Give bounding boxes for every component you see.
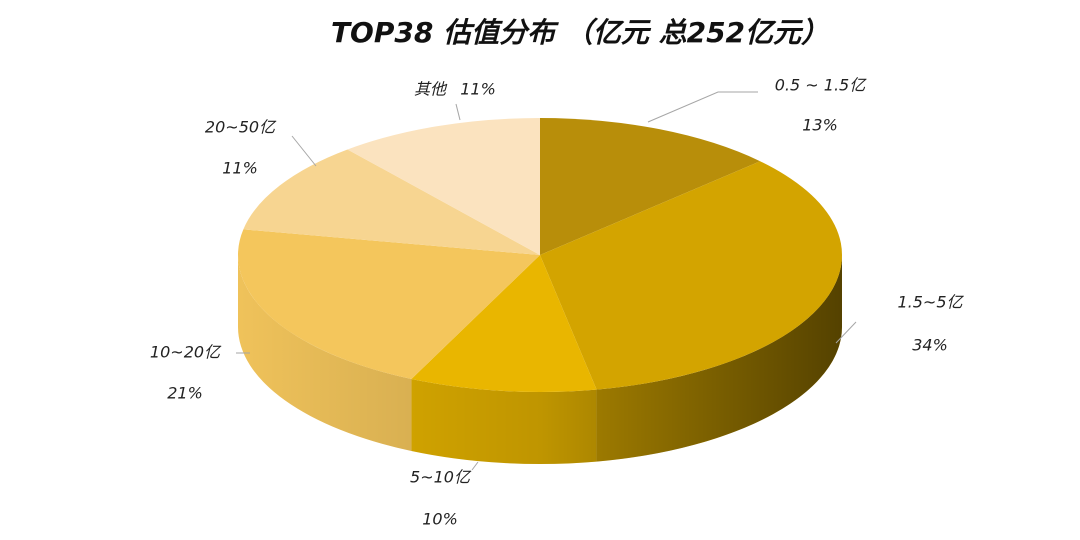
slice: [237, 229, 540, 379]
leader-line: [835, 321, 857, 344]
data-label-value: 21%: [167, 384, 203, 403]
data-label-name: 5~10亿: [410, 468, 472, 487]
data-label-name: 其他: [414, 80, 448, 99]
chart-title: TOP38 估值分布 （亿元 总252亿元）: [331, 16, 829, 49]
leader-line: [647, 91, 758, 123]
slice: [411, 255, 597, 392]
data-label-value: 11%: [460, 80, 496, 99]
leader-line: [455, 103, 461, 121]
data-label-name: 1.5~5亿: [897, 293, 964, 312]
slice: [243, 149, 540, 255]
leader-line: [471, 461, 479, 471]
data-label-name: 0.5 ~ 1.5亿: [775, 76, 867, 95]
data-label-name: 10~20亿: [150, 343, 222, 362]
data-label-value: 34%: [912, 336, 948, 355]
slice: [540, 118, 761, 255]
side-shade: [238, 255, 842, 464]
data-label-name: 20~50亿: [205, 118, 277, 137]
data-label-value: 13%: [802, 116, 838, 135]
data-label-value: 10%: [422, 510, 458, 529]
data-label-value: 11%: [222, 159, 258, 178]
leader-line: [291, 135, 317, 167]
slice: [347, 118, 540, 255]
slice: [540, 161, 842, 390]
